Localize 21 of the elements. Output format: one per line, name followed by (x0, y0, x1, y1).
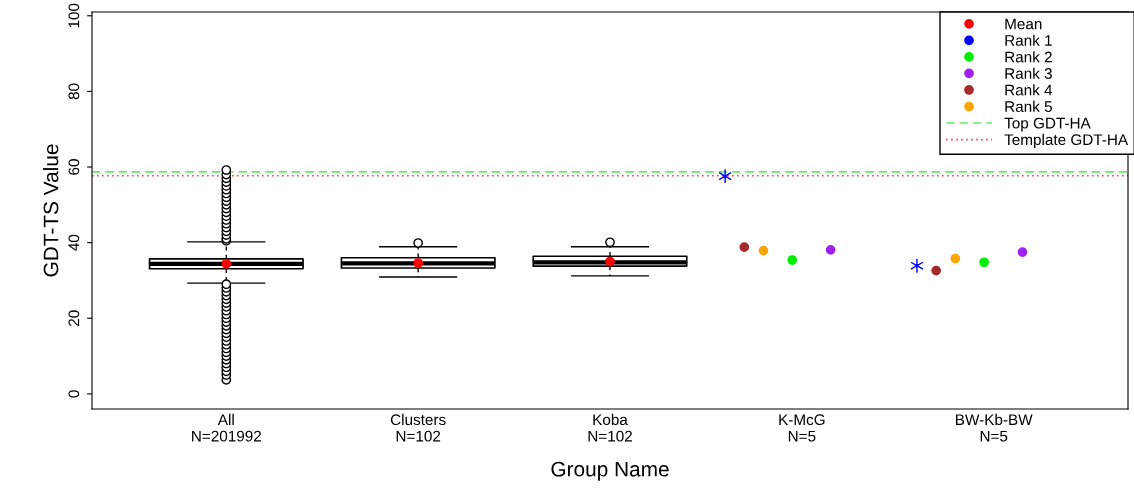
legend-label: Template GDT-HA (1004, 133, 1129, 149)
legend-label: Rank 4 (1005, 84, 1053, 96)
legend-label: Rank 2 (1005, 51, 1052, 63)
legend-label: Rank 5 (1005, 100, 1052, 112)
y-tick-label: 0 (68, 390, 80, 398)
x-tick-label: Clusters N=102 (390, 413, 446, 442)
x-tick-label: Koba N=102 (588, 413, 632, 442)
legend-label: Top GDT-HA (1004, 117, 1091, 132)
legend-label: Rank 3 (1005, 67, 1052, 79)
y-axis-title: GDT-TS Value (43, 144, 59, 277)
x-axis-title: Group Name (551, 461, 669, 481)
x-tick-label: BW-Kb-BW N=5 (956, 413, 1033, 442)
legend-label: Rank 1 (1005, 34, 1052, 46)
y-tick-label: 40 (68, 234, 80, 251)
y-tick-label: 80 (68, 83, 80, 100)
x-tick-label: All N=201992 (192, 413, 261, 442)
x-tick-label: K-McG N=5 (779, 414, 825, 442)
legend-label: Mean (1005, 18, 1042, 30)
y-tick-label: 60 (68, 159, 80, 175)
y-tick-label: 20 (68, 310, 80, 326)
y-tick-label: 100 (68, 3, 80, 28)
